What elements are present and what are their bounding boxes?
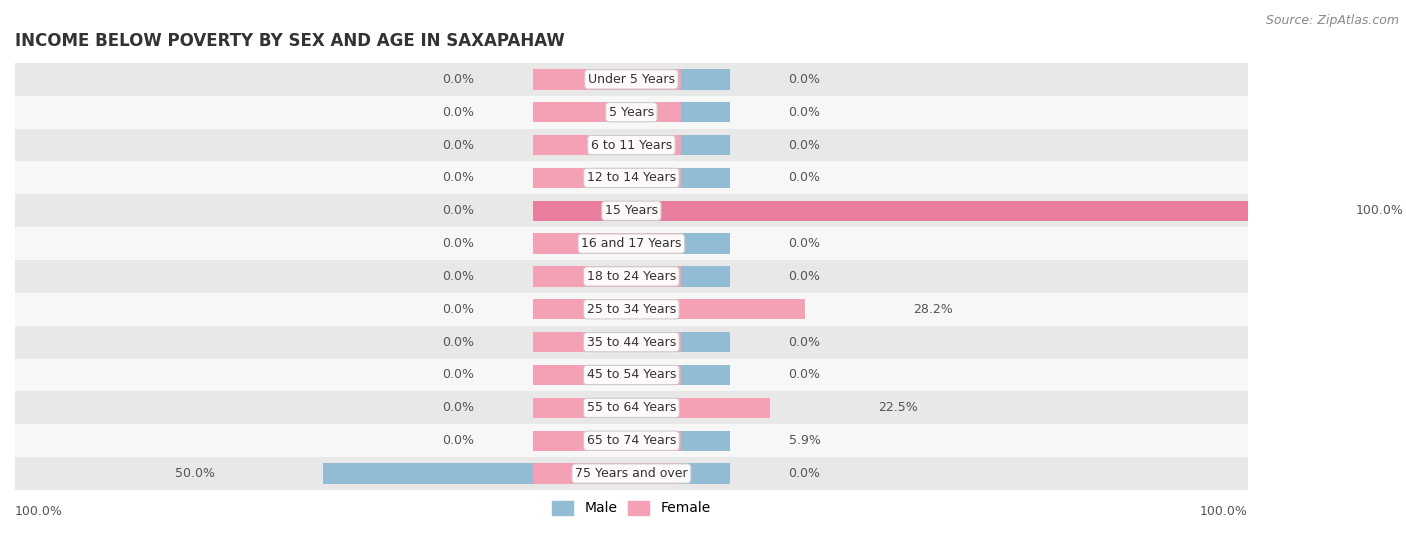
Text: 100.0%: 100.0% xyxy=(1199,505,1247,518)
Bar xyxy=(323,463,730,484)
Text: 0.0%: 0.0% xyxy=(789,336,821,349)
Text: 16 and 17 Years: 16 and 17 Years xyxy=(581,237,682,250)
Bar xyxy=(533,135,681,155)
Bar xyxy=(533,233,681,254)
Bar xyxy=(533,431,681,451)
Text: 0.0%: 0.0% xyxy=(443,401,474,415)
Legend: Male, Female: Male, Female xyxy=(547,495,716,521)
Bar xyxy=(582,69,730,89)
Text: 0.0%: 0.0% xyxy=(443,237,474,250)
Text: 15 Years: 15 Years xyxy=(605,204,658,217)
Bar xyxy=(533,200,1247,221)
Text: 50.0%: 50.0% xyxy=(176,467,215,480)
Text: 0.0%: 0.0% xyxy=(443,368,474,382)
Bar xyxy=(582,332,730,352)
Text: 0.0%: 0.0% xyxy=(443,171,474,184)
Text: 35 to 44 Years: 35 to 44 Years xyxy=(586,336,676,349)
Text: Source: ZipAtlas.com: Source: ZipAtlas.com xyxy=(1265,14,1399,27)
Bar xyxy=(582,299,730,320)
Bar xyxy=(0,293,1278,326)
Bar xyxy=(0,161,1278,194)
Bar xyxy=(533,463,681,484)
Bar xyxy=(582,431,730,451)
Text: 75 Years and over: 75 Years and over xyxy=(575,467,688,480)
Text: 0.0%: 0.0% xyxy=(443,73,474,86)
Text: 28.2%: 28.2% xyxy=(912,303,953,316)
Bar xyxy=(0,194,1278,227)
Bar xyxy=(0,457,1278,490)
Text: 55 to 64 Years: 55 to 64 Years xyxy=(586,401,676,415)
Text: 0.0%: 0.0% xyxy=(789,270,821,283)
Bar xyxy=(533,299,806,320)
Bar xyxy=(582,200,730,221)
Text: 0.0%: 0.0% xyxy=(443,138,474,152)
Text: 0.0%: 0.0% xyxy=(443,204,474,217)
Bar xyxy=(533,168,681,188)
Bar xyxy=(533,365,681,385)
Text: 0.0%: 0.0% xyxy=(789,138,821,152)
Text: 5 Years: 5 Years xyxy=(609,105,654,119)
Text: 0.0%: 0.0% xyxy=(789,368,821,382)
Bar xyxy=(0,424,1278,457)
Text: 65 to 74 Years: 65 to 74 Years xyxy=(586,434,676,447)
Bar xyxy=(0,359,1278,391)
Text: 0.0%: 0.0% xyxy=(789,105,821,119)
Bar xyxy=(582,365,730,385)
Text: 0.0%: 0.0% xyxy=(443,105,474,119)
Text: 100.0%: 100.0% xyxy=(15,505,63,518)
Text: 0.0%: 0.0% xyxy=(789,73,821,86)
Text: 0.0%: 0.0% xyxy=(443,270,474,283)
Text: 45 to 54 Years: 45 to 54 Years xyxy=(586,368,676,382)
Bar xyxy=(0,227,1278,260)
Text: INCOME BELOW POVERTY BY SEX AND AGE IN SAXAPAHAW: INCOME BELOW POVERTY BY SEX AND AGE IN S… xyxy=(15,32,565,50)
Text: 25 to 34 Years: 25 to 34 Years xyxy=(586,303,676,316)
Text: 0.0%: 0.0% xyxy=(443,336,474,349)
Bar xyxy=(533,102,681,122)
Bar xyxy=(582,135,730,155)
Text: 6 to 11 Years: 6 to 11 Years xyxy=(591,138,672,152)
Bar xyxy=(533,332,681,352)
Text: 12 to 14 Years: 12 to 14 Years xyxy=(586,171,676,184)
Bar xyxy=(582,266,730,287)
Text: 0.0%: 0.0% xyxy=(443,303,474,316)
Bar xyxy=(533,266,681,287)
Bar xyxy=(0,63,1278,96)
Bar xyxy=(582,233,730,254)
Text: Under 5 Years: Under 5 Years xyxy=(588,73,675,86)
Bar xyxy=(582,398,730,418)
Bar xyxy=(582,102,730,122)
Bar xyxy=(0,260,1278,293)
Bar xyxy=(0,326,1278,359)
Text: 5.9%: 5.9% xyxy=(789,434,821,447)
Text: 100.0%: 100.0% xyxy=(1355,204,1403,217)
Text: 0.0%: 0.0% xyxy=(443,434,474,447)
Text: 22.5%: 22.5% xyxy=(877,401,918,415)
Text: 0.0%: 0.0% xyxy=(789,171,821,184)
Bar xyxy=(0,391,1278,424)
Bar xyxy=(533,69,681,89)
Text: 18 to 24 Years: 18 to 24 Years xyxy=(586,270,676,283)
Bar xyxy=(582,168,730,188)
Bar xyxy=(533,398,770,418)
Bar xyxy=(0,128,1278,161)
Bar xyxy=(0,96,1278,128)
Text: 0.0%: 0.0% xyxy=(789,237,821,250)
Text: 0.0%: 0.0% xyxy=(789,467,821,480)
